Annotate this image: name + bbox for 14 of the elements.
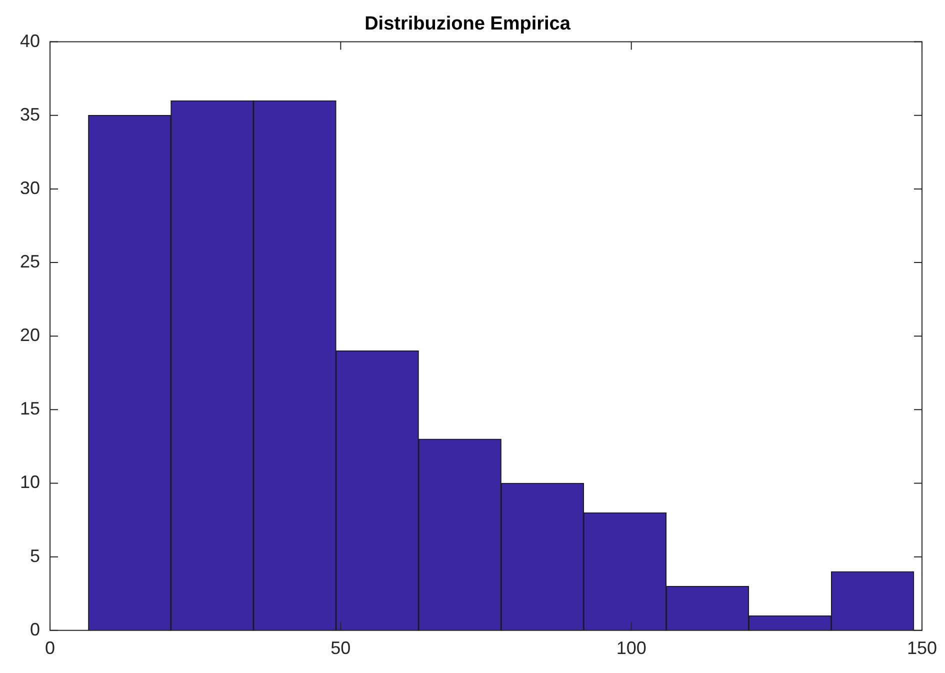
- x-tick-label: 100: [616, 638, 646, 658]
- y-tick-label: 10: [20, 472, 40, 492]
- y-tick-label: 5: [30, 546, 40, 566]
- y-tick-label: 35: [20, 104, 40, 124]
- x-tick-label: 150: [906, 638, 938, 658]
- x-tick-label: 50: [330, 638, 351, 658]
- y-tick-label: 15: [20, 398, 40, 419]
- chart-title: Distribuzione Empirica: [364, 14, 571, 35]
- y-tick-label: 30: [20, 178, 40, 198]
- x-tick-label: 0: [45, 638, 56, 658]
- y-tick-label: 25: [20, 251, 40, 272]
- y-tick-label: 0: [30, 619, 40, 640]
- y-tick-label: 20: [20, 325, 40, 346]
- y-tick-label: 40: [20, 30, 40, 51]
